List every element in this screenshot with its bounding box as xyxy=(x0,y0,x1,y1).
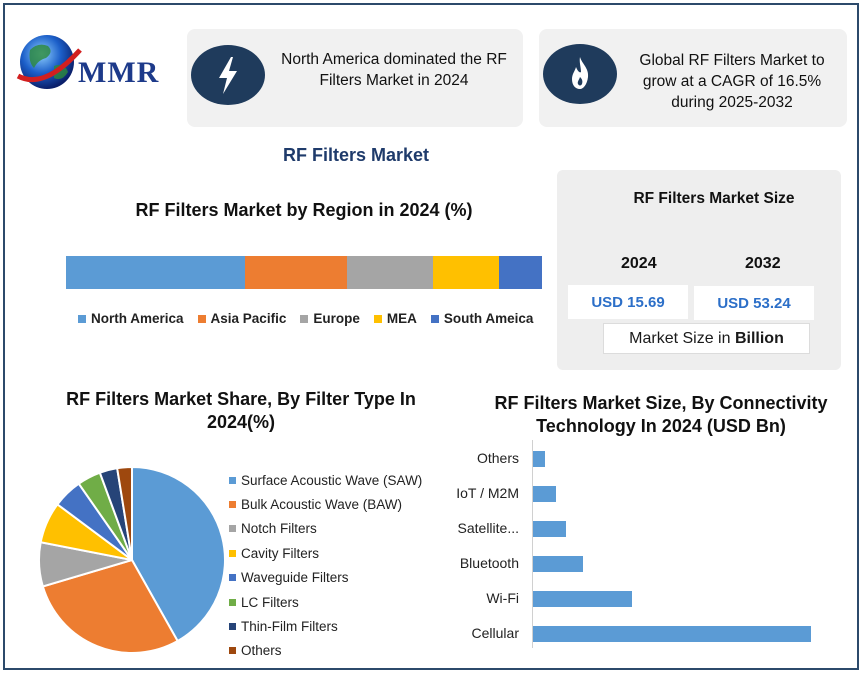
pie-legend-item: Others xyxy=(229,639,422,663)
legend-swatch xyxy=(430,314,439,323)
region-chart-title: RF Filters Market by Region in 2024 (%) xyxy=(135,200,473,220)
filter-type-chart-title: RF Filters Market Share, By Filter Type … xyxy=(66,389,416,432)
logo-text: MMR xyxy=(78,56,160,89)
flame-icon xyxy=(572,57,589,89)
legend-label: Bulk Acoustic Wave (BAW) xyxy=(241,497,403,513)
connectivity-bar xyxy=(533,591,633,607)
connectivity-tick-label: Cellular xyxy=(471,625,519,641)
legend-swatch xyxy=(229,549,236,557)
filter-type-pie xyxy=(38,465,226,654)
stat-text-cagr: Global RF Filters Market to grow at a CA… xyxy=(639,52,825,111)
pie-legend-item: Notch Filters xyxy=(229,517,422,541)
connectivity-tick-label: Satellite... xyxy=(457,520,519,536)
legend-swatch xyxy=(373,314,382,323)
region-segment-2 xyxy=(346,256,433,289)
legend-swatch xyxy=(229,501,236,509)
value-2032: USD 53.24 xyxy=(694,286,814,320)
pie-legend-item: Surface Acoustic Wave (SAW) xyxy=(229,468,422,492)
stat-box-cagr: Global RF Filters Market to grow at a CA… xyxy=(539,29,847,127)
legend-label: MEA xyxy=(386,311,417,326)
legend-label: Asia Pacific xyxy=(210,311,287,326)
year-2024: 2024 xyxy=(621,255,657,272)
region-legend-item: Europe xyxy=(300,311,360,326)
region-legend-item: Asia Pacific xyxy=(197,311,287,326)
connectivity-bar xyxy=(533,451,546,467)
legend-swatch xyxy=(229,574,236,582)
year-2032: 2032 xyxy=(745,255,781,272)
legend-swatch xyxy=(78,314,86,323)
lightning-icon xyxy=(219,57,237,94)
market-size-title: RF Filters Market Size xyxy=(633,190,795,207)
legend-swatch xyxy=(229,647,236,655)
pie-legend-item: Cavity Filters xyxy=(229,541,422,565)
connectivity-axis xyxy=(532,440,533,648)
legend-swatch xyxy=(229,525,236,533)
legend-label: South Ameica xyxy=(443,311,534,326)
legend-swatch xyxy=(229,598,236,606)
pie-slice-1 xyxy=(41,558,179,654)
region-segment-3 xyxy=(432,256,500,289)
legend-label: Surface Acoustic Wave (SAW) xyxy=(241,472,423,488)
legend-label: North America xyxy=(91,311,184,326)
unit-prefix: Market Size in xyxy=(629,329,735,347)
connectivity-tick-label: Bluetooth xyxy=(459,555,519,571)
legend-swatch xyxy=(229,623,236,631)
pie-legend-item: Waveguide Filters xyxy=(229,566,422,590)
main-title: RF Filters Market xyxy=(282,145,430,165)
globe-icon xyxy=(16,35,82,89)
legend-label: Cavity Filters xyxy=(241,545,320,561)
value-2024: USD 15.69 xyxy=(568,285,688,319)
mmr-logo: MMR xyxy=(14,28,184,98)
connectivity-bar xyxy=(533,486,556,502)
region-stacked-bar xyxy=(66,256,542,289)
region-legend: North America Asia Pacific Europe MEA South … xyxy=(78,311,547,326)
legend-label: Europe xyxy=(313,311,360,326)
pie-legend-item: Bulk Acoustic Wave (BAW) xyxy=(229,492,422,516)
stat-icon-circle xyxy=(191,45,265,105)
connectivity-tick-label: Others xyxy=(476,450,519,466)
pie-legend-item: LC Filters xyxy=(229,590,422,614)
connectivity-chart-title: RF Filters Market Size, By Connectivity … xyxy=(494,393,828,436)
legend-label: Thin-Film Filters xyxy=(241,619,338,635)
region-legend-item: South Ameica xyxy=(430,311,534,326)
stat-text-dominance: North America dominated the RF Filters M… xyxy=(281,51,507,89)
region-segment-0 xyxy=(66,256,245,289)
legend-label: LC Filters xyxy=(241,594,299,610)
pie-legend-item: Thin-Film Filters xyxy=(229,614,422,638)
legend-swatch xyxy=(197,314,206,323)
pie-slice-0 xyxy=(131,465,226,643)
connectivity-tick-label: Wi-Fi xyxy=(486,590,519,606)
region-segment-4 xyxy=(499,256,542,289)
connectivity-bar xyxy=(533,626,811,642)
legend-swatch xyxy=(229,476,236,484)
region-legend-item: MEA xyxy=(373,311,417,326)
unit-bold: Billion xyxy=(734,329,784,347)
legend-label: Others xyxy=(241,643,282,659)
region-segment-1 xyxy=(244,256,347,289)
connectivity-bar xyxy=(533,521,567,537)
legend-label: Waveguide Filters xyxy=(241,570,349,586)
connectivity-bar xyxy=(533,556,583,572)
region-legend-item: North America xyxy=(78,311,184,326)
stat-box-north-america: North America dominated the RF Filters M… xyxy=(187,29,523,127)
legend-label: Notch Filters xyxy=(241,521,317,537)
market-size-unit: Market Size in Billion xyxy=(603,323,810,354)
legend-swatch xyxy=(300,314,309,323)
pie-slice-7 xyxy=(116,465,133,561)
filter-type-legend: Surface Acoustic Wave (SAW) Bulk Acoustic… xyxy=(229,468,422,663)
stat-icon-circle xyxy=(543,44,617,104)
connectivity-tick-label: IoT / M2M xyxy=(456,485,519,501)
